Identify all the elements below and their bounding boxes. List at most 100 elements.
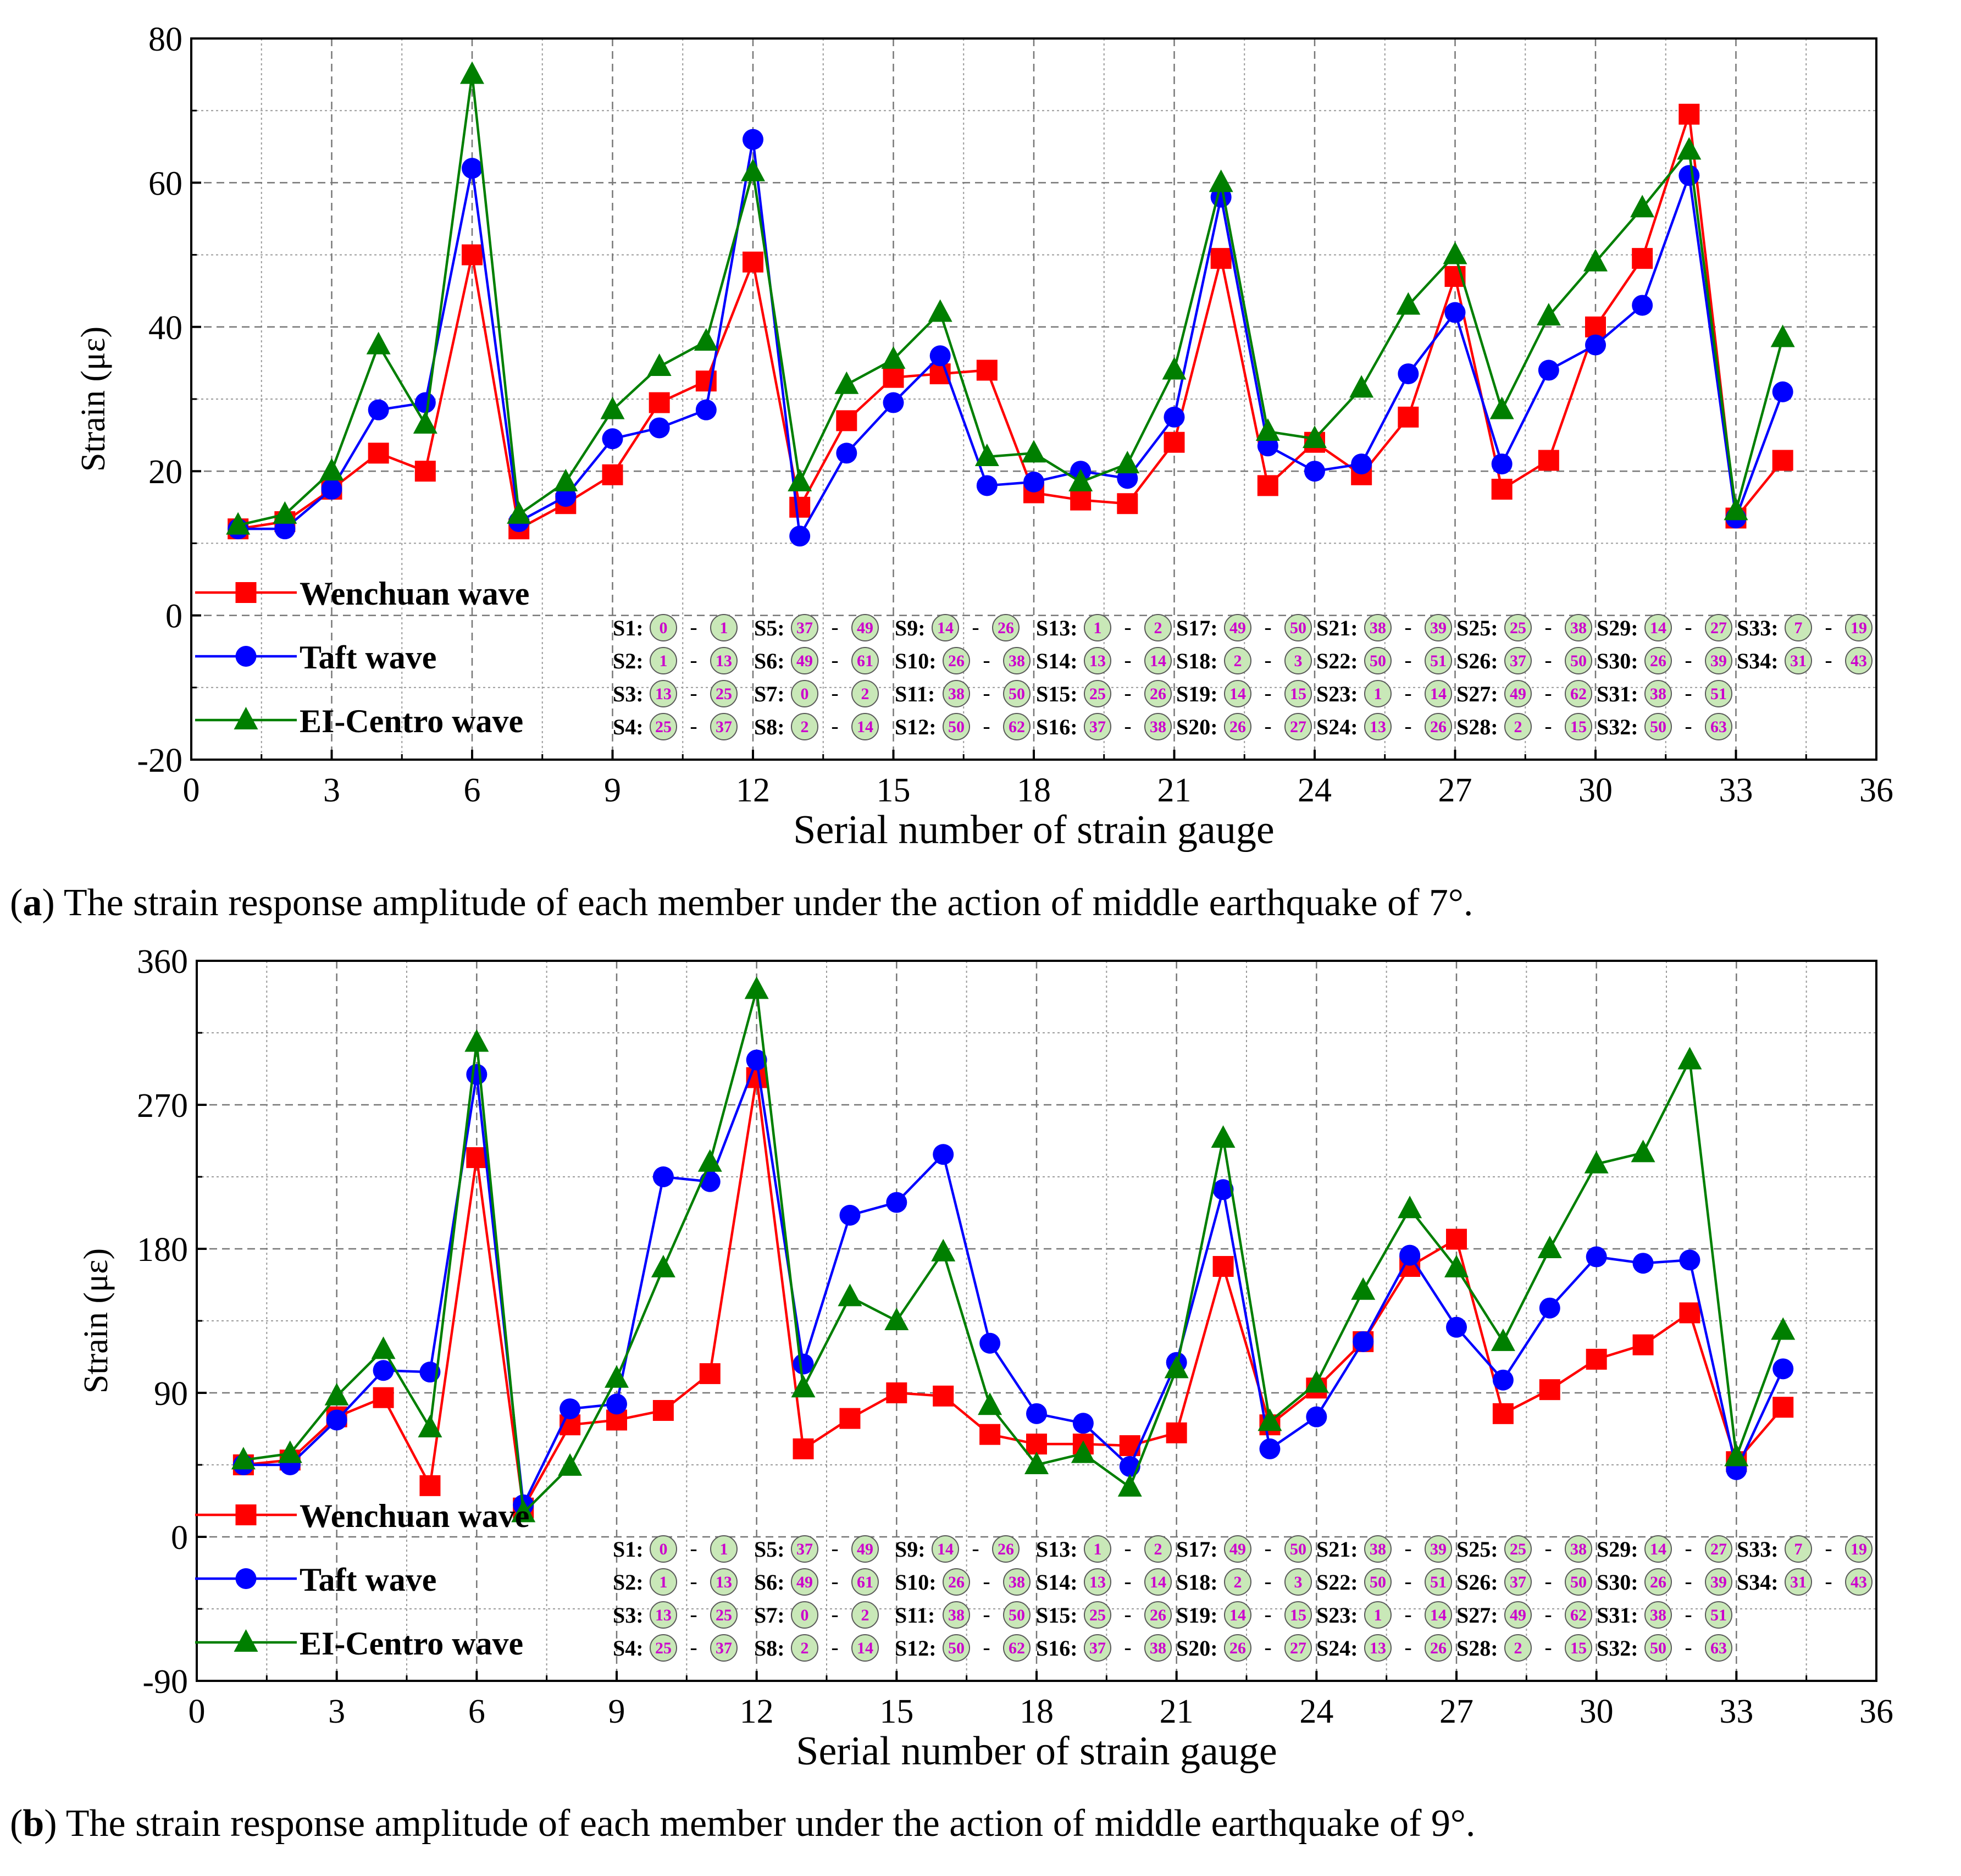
data-point [373,1387,394,1408]
gauge-id: S3: [613,682,644,706]
gauge-id: S14: [1036,1570,1078,1595]
node-badge [1565,614,1592,641]
gauge-id: S29: [1597,616,1638,640]
gauge-entry: S7: 0 - 2 [754,1601,879,1629]
node-badge [650,614,677,641]
data-point [1444,1254,1469,1277]
node-dash: - [1544,713,1552,738]
gauge-id: S14: [1036,649,1078,673]
node-badge [791,1535,818,1563]
node-badge [1284,647,1312,674]
node-start: 7 [1794,1540,1803,1558]
node-dash: - [1404,1536,1411,1560]
node-start: 13 [1089,1573,1106,1591]
data-point [1398,363,1419,385]
node-badge [1003,1601,1031,1629]
gauge-id: S20: [1176,715,1218,739]
data-point [1586,1348,1607,1370]
data-point [414,461,436,482]
node-badge [943,713,970,740]
node-badge [1084,1568,1111,1596]
node-start: 0 [801,685,809,703]
node-badge [943,1634,970,1662]
node-badge [791,713,818,740]
gauge-id: S17: [1176,616,1218,640]
data-point [1210,248,1232,269]
node-end: 50 [1290,1540,1306,1558]
node-dash: - [1685,615,1692,639]
node-dash: - [972,615,979,639]
data-point [366,331,391,355]
node-dash: - [1124,713,1131,738]
node-dash: - [1264,648,1271,672]
y-tick-label: 180 [137,1231,188,1269]
data-point [1164,1355,1189,1379]
data-point [414,392,436,413]
x-tick-label: 12 [736,772,770,809]
gauge-id: S30: [1597,649,1638,673]
gauge-id: S34: [1737,1570,1779,1595]
gauge-id: S7: [754,1603,785,1628]
node-badge [1144,1535,1172,1563]
node-start: 2 [1234,1573,1242,1591]
node-badge [1364,680,1392,707]
node-badge [1364,1535,1392,1563]
node-badge [1364,713,1392,740]
node-start: 25 [655,1639,672,1657]
node-dash: - [831,648,838,672]
data-point [1724,1443,1749,1467]
data-point [1539,1297,1560,1319]
x-tick-label: 12 [740,1693,774,1730]
node-end: 43 [1851,1573,1867,1591]
data-point [1536,303,1561,326]
node-badge [1144,1568,1172,1596]
node-dash: - [1544,680,1552,705]
data-point [1304,1370,1329,1393]
node-badge [851,1634,879,1662]
node-badge [1144,1601,1172,1629]
node-dash: - [1404,615,1411,639]
node-badge [1705,1535,1732,1563]
node-end: 15 [1290,685,1306,703]
node-dash: - [690,680,697,705]
gauge-entry: S4: 25- 37 [613,1634,738,1662]
data-point [933,1144,954,1165]
gauge-id: S10: [895,649,937,673]
chart-a: 0 3 6 9 12 15 18 21 24 27 30 33 36-20020406080Serial… [10,21,1893,924]
node-dash: - [1825,1536,1832,1560]
node-dash: - [1404,1569,1411,1593]
data-point [1632,295,1653,316]
data-point [1770,324,1795,347]
node-end: 2 [1154,619,1162,637]
node-start: 26 [1650,652,1666,670]
node-badge [650,713,677,740]
node-start: 2 [801,1639,809,1657]
node-dash: - [1685,680,1692,705]
gauge-entry: S30: 26 -39 [1597,647,1732,674]
node-badge [1644,614,1672,641]
node-end: 2 [1154,1540,1162,1558]
node-badge [1084,1601,1111,1629]
gauge-id: S8: [754,1636,785,1661]
data-point [1072,1413,1094,1434]
node-badge [1565,647,1592,674]
x-tick-label: 33 [1719,1693,1753,1730]
gauge-entry: S29: 14 -27 [1597,1535,1732,1563]
caption-open: ( [10,1802,23,1845]
gauge-entry: S24: 13- 26 [1316,1634,1452,1662]
data-point [1255,418,1280,441]
node-end: 38 [1150,718,1166,736]
y-tick-label: 270 [137,1087,188,1125]
node-badge [1425,1634,1452,1662]
legend-marker [234,1629,258,1652]
figure-caption: (b) The strain response amplitude of eac… [10,1802,1475,1845]
data-point [836,442,857,464]
node-badge [791,1568,818,1596]
gauge-id: S31: [1597,1603,1638,1628]
node-start: 50 [948,1639,965,1657]
gauge-id: S1: [613,1537,644,1562]
node-start: 50 [1650,718,1666,736]
data-point [1162,357,1187,380]
node-dash: - [1404,713,1411,738]
